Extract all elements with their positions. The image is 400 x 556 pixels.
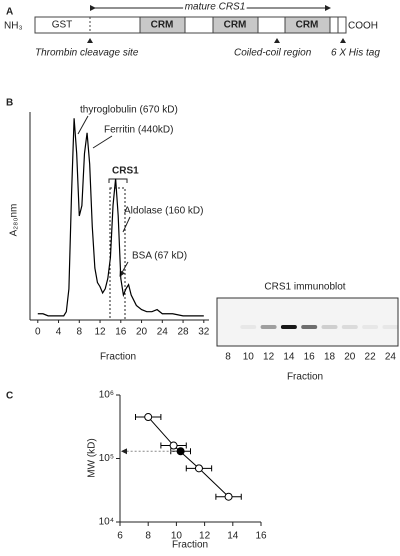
blot-title: CRS1 immunoblot — [264, 282, 345, 293]
n-terminus: NH₃ — [4, 21, 23, 32]
band — [341, 325, 358, 329]
annotation: CRS1 — [112, 166, 139, 177]
x-tick-label: 0 — [35, 327, 41, 338]
x-tick-label: 28 — [177, 327, 189, 338]
x-tick-label: 16 — [255, 531, 267, 542]
x-tick-label: 8 — [145, 531, 151, 542]
blot — [216, 297, 399, 347]
crm-box — [212, 16, 259, 34]
annotation: Aldolase (160 kD) — [124, 206, 203, 217]
domain-label: CRM — [224, 20, 247, 31]
site-label: 6 X His tag — [331, 48, 380, 59]
point — [144, 413, 153, 422]
y-tick-label: 10⁶ — [99, 390, 114, 401]
panel-label: B — [6, 98, 13, 109]
lane-label: 10 — [243, 352, 255, 363]
blot-xlabel: Fraction — [287, 372, 323, 383]
lane-label: 14 — [283, 352, 295, 363]
domain-label: CRM — [151, 20, 174, 31]
lane-label: 24 — [385, 352, 397, 363]
c-terminus: COOH — [348, 21, 378, 32]
y-tick-label: 10⁴ — [99, 517, 114, 528]
lane-label: 12 — [263, 352, 275, 363]
site-label: Thrombin cleavage site — [35, 48, 139, 59]
lane-label: 18 — [324, 352, 336, 363]
annotation: BSA (67 kD) — [132, 251, 187, 262]
point — [176, 447, 185, 456]
x-tick-label: 8 — [77, 327, 83, 338]
band — [280, 325, 297, 329]
mature-label: mature CRS1 — [185, 2, 246, 13]
annotation: thyroglobulin (670 kD) — [80, 105, 178, 116]
point — [224, 492, 233, 501]
crm-box — [284, 16, 331, 34]
annotation-arrow — [77, 115, 131, 276]
site-markers — [87, 38, 346, 43]
x-tick-label: 6 — [117, 531, 123, 542]
x-tick-label: 16 — [115, 327, 127, 338]
trace — [37, 118, 204, 317]
x-tick-label: 12 — [94, 327, 106, 338]
lane-label: 8 — [225, 352, 231, 363]
x-tick-label: 4 — [56, 327, 62, 338]
band — [260, 325, 277, 329]
fit-line — [147, 416, 229, 498]
annotation: Ferritin (440kD) — [104, 125, 173, 136]
band — [240, 325, 257, 329]
x-axis-label: Fraction — [100, 352, 136, 363]
x-tick-label: 20 — [136, 327, 148, 338]
point — [194, 464, 203, 473]
x-tick-label: 24 — [157, 327, 169, 338]
lane-label: 20 — [344, 352, 356, 363]
x-tick-label: 10 — [171, 531, 183, 542]
lane-label: 16 — [304, 352, 316, 363]
domain-label: GST — [52, 20, 73, 31]
lane-label: 22 — [365, 352, 377, 363]
band — [362, 325, 379, 329]
x-tick-label: 32 — [198, 327, 210, 338]
crm-box — [139, 16, 186, 34]
site-label: Coiled-coil region — [234, 48, 312, 59]
band — [301, 325, 318, 329]
x-tick-label: 12 — [199, 531, 211, 542]
point — [169, 441, 178, 450]
band — [382, 325, 399, 329]
band — [321, 325, 338, 329]
protein-bar — [34, 16, 347, 34]
y-tick-label: 10⁵ — [99, 453, 114, 464]
panel-label: C — [6, 391, 13, 402]
y-axis-label: MW (kD) — [87, 438, 98, 477]
domain-label: CRM — [296, 20, 319, 31]
crs1-bracket — [108, 178, 128, 183]
blot-bands — [240, 325, 399, 329]
y-axis-label: A₂₈₀nm — [9, 204, 20, 237]
x-axis-label: Fraction — [172, 540, 208, 551]
x-tick-label: 14 — [227, 531, 239, 542]
panel-label: A — [6, 7, 13, 18]
